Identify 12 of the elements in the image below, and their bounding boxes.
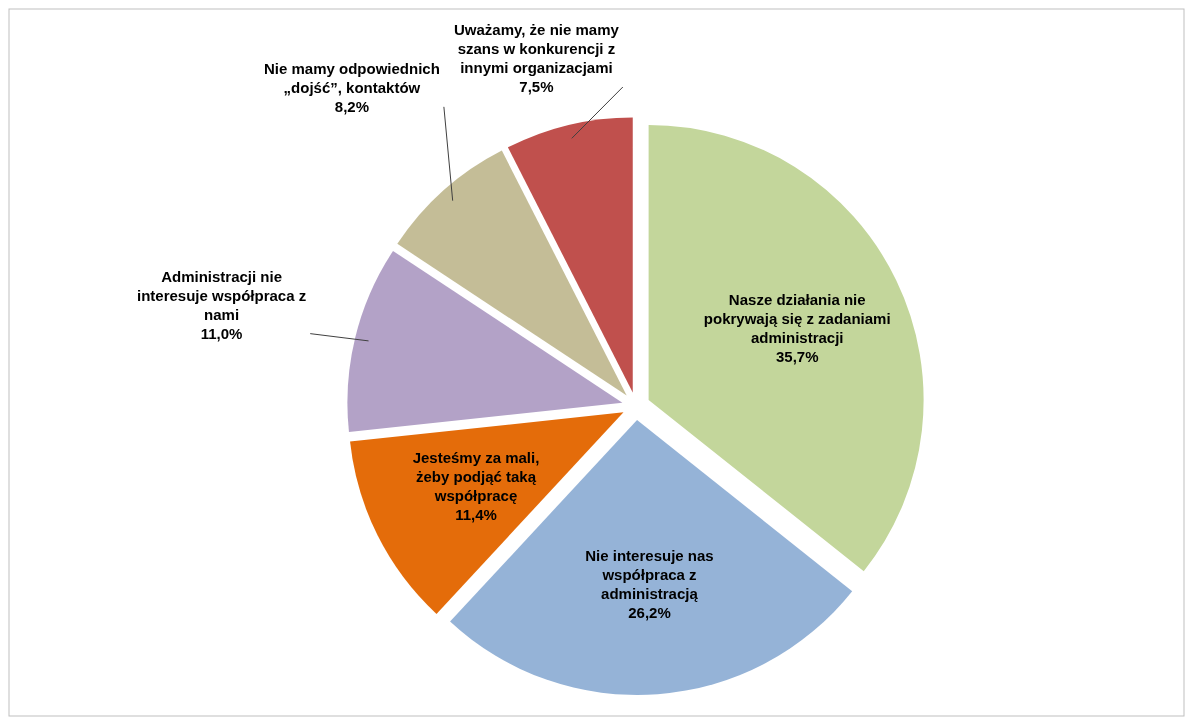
data-label: 8,2% [334, 98, 370, 116]
slice-label: Nasze działania nie pokrywają się z zadaniami administracji [703, 291, 891, 347]
data-label: 35,7% [775, 348, 819, 366]
data-label: 7,5% [519, 78, 554, 96]
slice-label: Nie mamy odpowiednich „dojść”, kontaktów [264, 60, 440, 97]
slice-label: Jesteśmy za mali, żeby podjąć taką współpracę [412, 449, 540, 505]
slice-label: Nie interesuje nas współpraca z administracją [585, 547, 714, 603]
data-label: 11,0% [200, 324, 243, 342]
slice-label: Administracji nie interesuje współpraca z nami [136, 267, 307, 323]
data-label: 26,2% [628, 604, 671, 622]
slice-label: Uważamy, że nie mamy szans w konkurencji z innymi organizacjami [454, 21, 620, 77]
data-label: 11,4% [455, 506, 497, 524]
